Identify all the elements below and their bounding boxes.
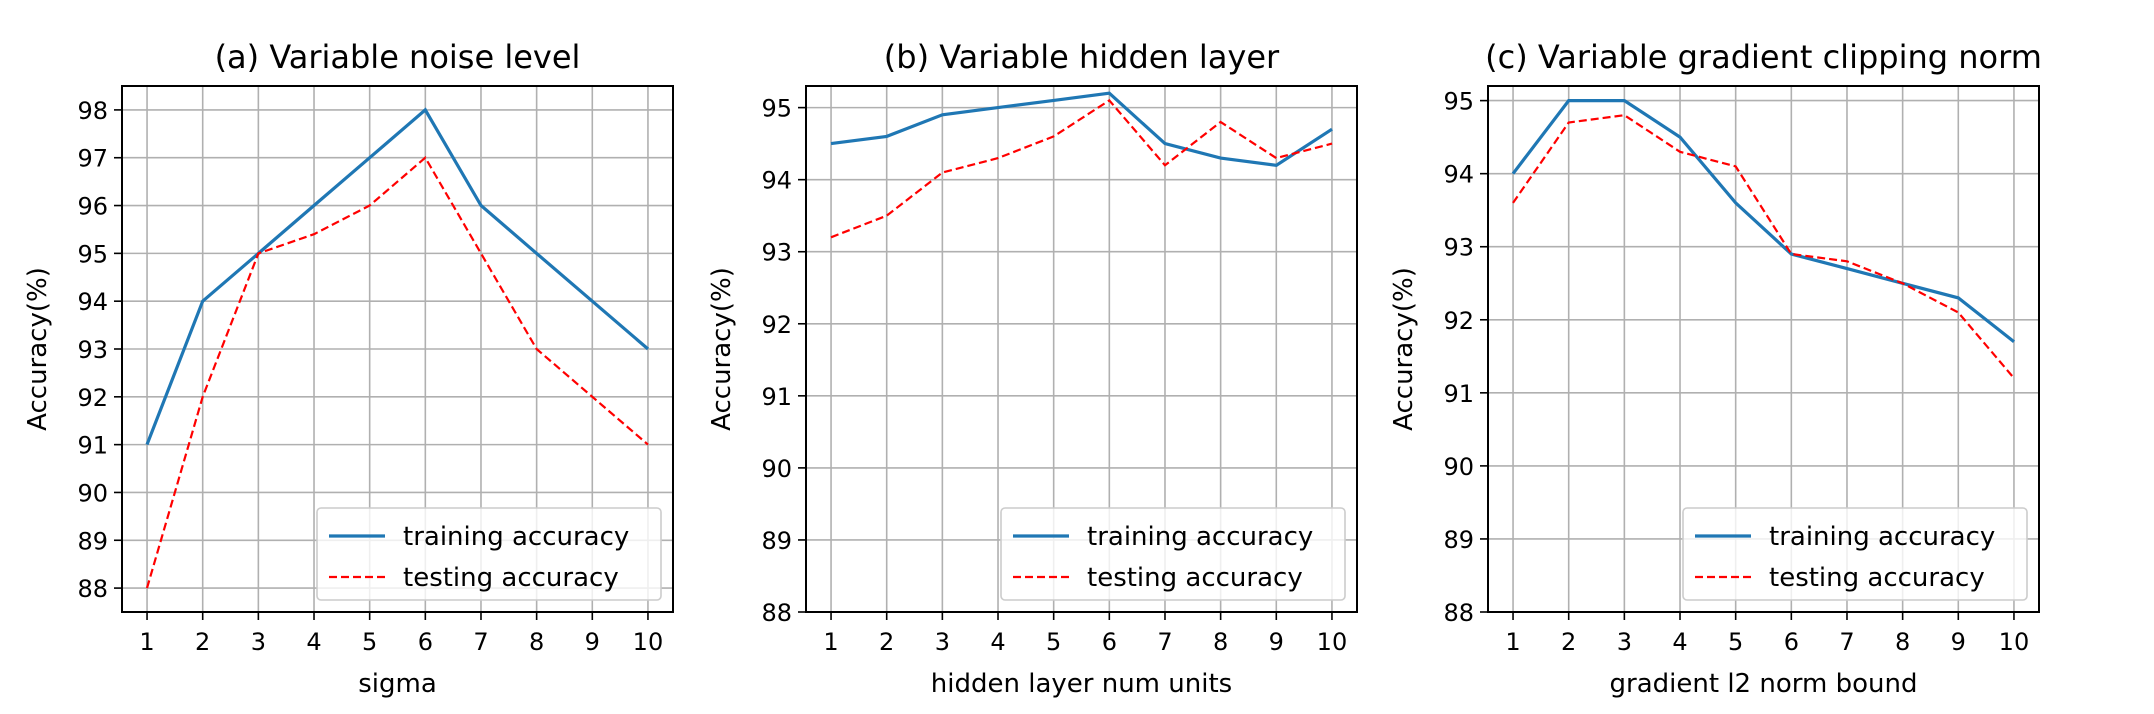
y-tick-label: 95 <box>1443 88 1474 116</box>
y-tick-label: 92 <box>77 384 108 412</box>
legend-label-testing: testing accuracy <box>403 563 619 593</box>
y-tick-label: 94 <box>1443 161 1474 189</box>
legend-label-training: training accuracy <box>1087 522 1313 552</box>
x-tick-label: 2 <box>879 628 894 656</box>
x-axis-label: gradient l2 norm bound <box>1610 669 1918 699</box>
series-line-training <box>830 91 1333 167</box>
y-tick-label: 88 <box>77 575 108 603</box>
x-tick-label: 4 <box>1672 628 1687 656</box>
x-axis-label: hidden layer num units <box>931 669 1232 699</box>
x-tick-label: 6 <box>1784 628 1799 656</box>
chart-title: (a) Variable noise level <box>215 38 581 76</box>
x-tick-label: 8 <box>1213 628 1228 656</box>
y-tick-label: 92 <box>1443 307 1474 335</box>
chart-title: (b) Variable hidden layer <box>884 38 1280 76</box>
legend-label-training: training accuracy <box>1769 522 1995 552</box>
legend-box <box>316 507 662 601</box>
y-tick-label: 90 <box>761 455 792 483</box>
x-tick-label: 7 <box>473 628 488 656</box>
y-tick-label: 93 <box>761 239 792 267</box>
chart-title: (c) Variable gradient clipping norm <box>1485 38 2042 76</box>
x-tick-label: 9 <box>585 628 600 656</box>
series-line-training <box>1511 98 2015 343</box>
y-tick-label: 94 <box>77 288 108 316</box>
x-tick-label: 2 <box>195 628 210 656</box>
y-axis-label: Accuracy(%) <box>707 267 737 431</box>
x-tick-label: 3 <box>251 628 266 656</box>
x-tick-label: 7 <box>1157 628 1172 656</box>
x-tick-label: 1 <box>823 628 838 656</box>
y-tick-label: 94 <box>761 167 792 195</box>
y-tick-label: 89 <box>77 527 108 555</box>
y-tick-label: 96 <box>77 193 108 221</box>
x-tick-label: 6 <box>418 628 433 656</box>
legend-label-testing: testing accuracy <box>1087 563 1303 593</box>
y-tick-label: 88 <box>1443 599 1474 627</box>
y-tick-label: 91 <box>1443 380 1474 408</box>
y-tick-label: 90 <box>1443 453 1474 481</box>
x-tick-label: 8 <box>529 628 544 656</box>
y-tick-label: 93 <box>77 336 108 364</box>
series-line-testing <box>1512 114 2015 379</box>
legend-label-training: training accuracy <box>403 522 629 552</box>
y-tick-label: 93 <box>1443 234 1474 262</box>
plot-frame <box>1487 85 2040 613</box>
y-tick-label: 92 <box>761 311 792 339</box>
x-axis-label: sigma <box>358 669 437 699</box>
x-tick-label: 2 <box>1561 628 1576 656</box>
y-tick-label: 95 <box>77 240 108 268</box>
x-tick-label: 4 <box>990 628 1005 656</box>
legend: training accuracy testing accuracy <box>316 507 662 601</box>
legend-box <box>1000 507 1346 601</box>
x-tick-label: 5 <box>1728 628 1743 656</box>
x-tick-label: 8 <box>1895 628 1910 656</box>
y-tick-label: 90 <box>77 479 108 507</box>
y-tick-label: 97 <box>77 145 108 173</box>
y-tick-label: 88 <box>761 599 792 627</box>
legend-label-testing: testing accuracy <box>1769 563 1985 593</box>
y-tick-label: 98 <box>77 97 108 125</box>
y-axis-label: Accuracy(%) <box>1389 267 1419 431</box>
x-tick-label: 5 <box>362 628 377 656</box>
plot-frame <box>805 85 1358 613</box>
x-tick-label: 5 <box>1046 628 1061 656</box>
x-tick-label: 6 <box>1102 628 1117 656</box>
x-tick-label: 7 <box>1839 628 1854 656</box>
x-tick-label: 10 <box>1999 628 2030 656</box>
x-tick-label: 10 <box>633 628 664 656</box>
legend: training accuracy testing accuracy <box>1000 507 1346 601</box>
legend: training accuracy testing accuracy <box>1682 507 2028 601</box>
x-tick-label: 9 <box>1269 628 1284 656</box>
y-axis-label: Accuracy(%) <box>23 267 53 431</box>
x-tick-label: 1 <box>139 628 154 656</box>
y-tick-label: 95 <box>761 95 792 123</box>
series-line-training <box>145 107 650 446</box>
x-tick-label: 9 <box>1951 628 1966 656</box>
y-tick-label: 89 <box>761 527 792 555</box>
series-line-testing <box>145 156 649 589</box>
x-tick-label: 1 <box>1505 628 1520 656</box>
y-tick-label: 91 <box>761 383 792 411</box>
x-tick-label: 3 <box>935 628 950 656</box>
x-tick-label: 10 <box>1317 628 1348 656</box>
legend-box <box>1682 507 2028 601</box>
y-tick-label: 91 <box>77 432 108 460</box>
y-tick-label: 89 <box>1443 526 1474 554</box>
x-tick-label: 4 <box>306 628 321 656</box>
series-line-testing <box>830 98 1333 239</box>
x-tick-label: 3 <box>1617 628 1632 656</box>
